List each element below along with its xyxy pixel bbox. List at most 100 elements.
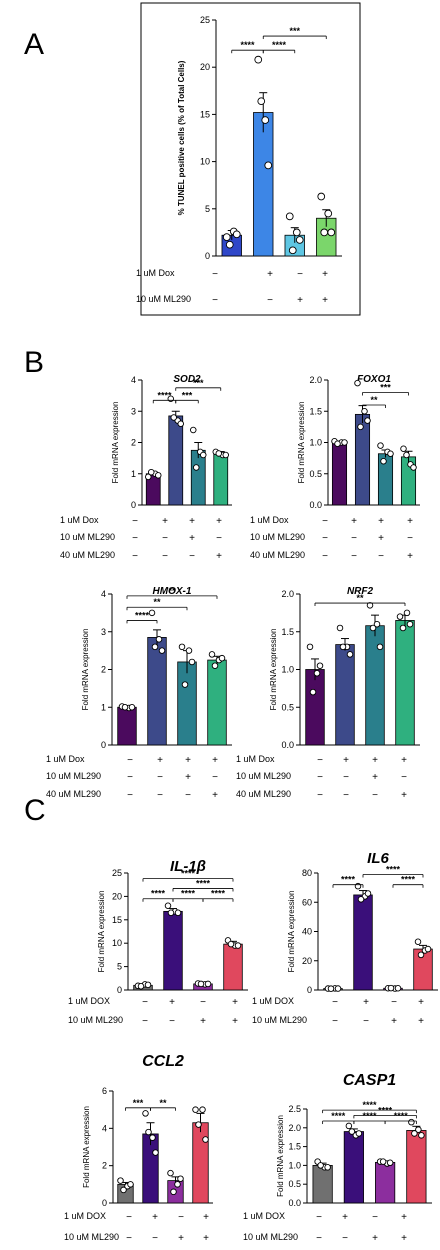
y-tick-label: 80	[302, 868, 312, 878]
bar	[365, 625, 385, 746]
data-point	[148, 609, 156, 617]
y-tick-label: 2.5	[288, 1104, 301, 1114]
data-point	[155, 636, 163, 643]
chart-title: NRF2	[347, 586, 374, 597]
condition-sign: +	[378, 533, 384, 544]
data-point	[387, 450, 394, 458]
data-point	[177, 1175, 184, 1182]
condition-sign: −	[126, 1212, 132, 1223]
significance-label: ***	[193, 378, 204, 388]
data-point	[128, 704, 136, 711]
condition-sign: +	[185, 755, 191, 766]
significance-label: **	[168, 586, 176, 596]
condition-sign: −	[142, 1016, 148, 1027]
condition-label: 1 uM Dox	[136, 268, 175, 278]
condition-sign: −	[152, 1233, 158, 1244]
condition-sign: +	[152, 1212, 158, 1223]
condition-label: 1 uM DOX	[252, 996, 294, 1006]
y-tick-label: 0	[117, 985, 122, 995]
panel-letter-a: A	[24, 28, 44, 61]
condition-sign: +	[185, 772, 191, 783]
y-tick-label: 2.0	[309, 375, 322, 385]
y-tick-label: 2.0	[281, 589, 294, 599]
chart-b2: FOXO1 0.0 0.5 1.0 1.5 2.0 Fold mRNA expression…	[250, 374, 420, 562]
condition-sign: −	[157, 790, 163, 801]
data-point	[320, 228, 329, 237]
condition-sign: +	[212, 755, 218, 766]
condition-sign: −	[178, 1212, 184, 1223]
data-point	[346, 651, 354, 658]
data-point	[373, 620, 381, 628]
condition-sign: −	[407, 533, 413, 544]
data-point	[164, 902, 172, 910]
condition-sign: +	[322, 269, 328, 280]
data-point	[406, 620, 414, 628]
panel-letter-b: B	[24, 346, 44, 379]
significance-label: ****	[196, 878, 211, 888]
significance-label: ***	[289, 26, 300, 36]
data-point	[354, 379, 361, 387]
data-point	[177, 420, 184, 428]
condition-label: 40 uM ML290	[250, 550, 305, 560]
data-point	[195, 1121, 202, 1128]
y-tick-label: 40	[302, 927, 312, 937]
data-point	[211, 662, 219, 669]
data-point	[396, 613, 404, 620]
data-point	[357, 423, 364, 431]
data-point	[144, 981, 152, 989]
condition-sign: −	[372, 790, 378, 801]
data-point	[144, 473, 152, 481]
data-point	[127, 1181, 134, 1188]
condition-label: 10 uM ML290	[250, 532, 305, 542]
condition-sign: −	[157, 772, 163, 783]
data-point	[151, 643, 159, 651]
condition-label: 40 uM ML290	[60, 550, 115, 560]
condition-sign: +	[418, 997, 424, 1008]
condition-label: 1 uM DOX	[64, 1211, 106, 1221]
data-point	[364, 890, 372, 897]
data-point	[348, 1128, 356, 1135]
data-point	[317, 192, 326, 201]
data-point	[174, 909, 182, 917]
data-point	[377, 442, 384, 449]
data-point	[121, 704, 129, 711]
significance-label: ****	[362, 1100, 377, 1110]
data-point	[317, 1162, 324, 1169]
significance-label: ****	[135, 610, 150, 620]
condition-sign: +	[216, 551, 222, 562]
data-point	[145, 1128, 152, 1136]
bar	[223, 943, 243, 991]
condition-label: 10 uM ML290	[64, 1232, 119, 1242]
data-point	[189, 426, 197, 434]
y-axis-label: Fold mRNA expression	[287, 891, 296, 973]
y-axis-label: Fold mRNA expression	[81, 629, 90, 711]
y-tick-label: 0.5	[281, 702, 294, 712]
y-tick-label: 0	[102, 1198, 107, 1208]
condition-label: 10 uM ML290	[60, 532, 115, 542]
data-point	[154, 472, 162, 479]
bar	[375, 1161, 396, 1204]
bar	[192, 1122, 209, 1204]
y-tick-label: 10	[200, 157, 210, 167]
data-point	[366, 602, 374, 609]
condition-sign: +	[372, 1233, 378, 1244]
y-tick-label: 0	[131, 500, 136, 510]
condition-sign: −	[127, 772, 133, 783]
data-point	[364, 417, 371, 424]
y-tick-label: 0.5	[309, 469, 322, 479]
condition-sign: +	[232, 997, 238, 1008]
y-tick-label: 3	[101, 627, 106, 637]
data-point	[361, 408, 368, 415]
data-point	[152, 1149, 159, 1156]
condition-sign: +	[391, 1016, 397, 1027]
condition-label: 40 uM ML290	[236, 789, 291, 799]
y-tick-label: 0	[307, 985, 312, 995]
y-tick-label: 25	[200, 15, 210, 25]
condition-label: 10 uM ML290	[46, 771, 101, 781]
y-axis-label: Fold mRNA expression	[276, 1115, 285, 1197]
y-tick-label: 0.0	[309, 500, 322, 510]
y-tick-label: 5	[205, 204, 210, 214]
